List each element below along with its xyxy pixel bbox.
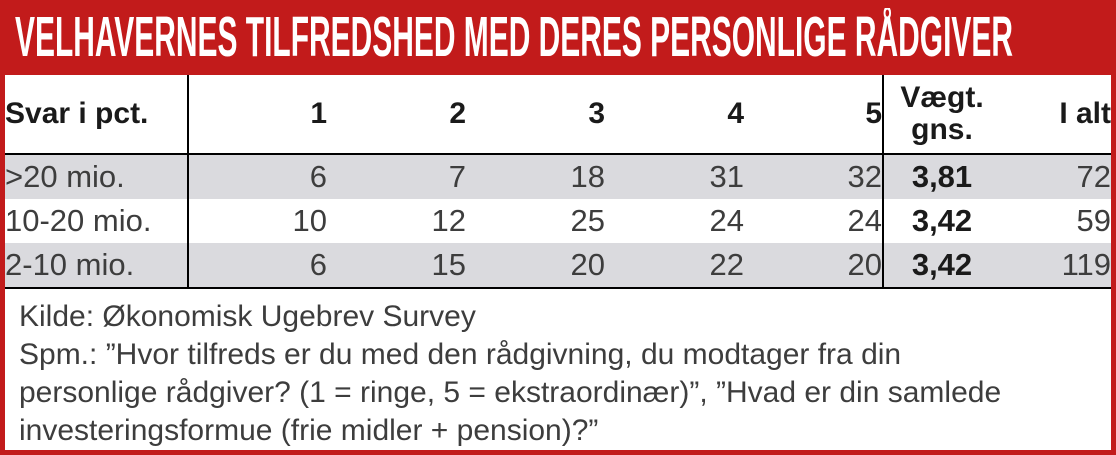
row-label: >20 mio.	[5, 154, 189, 199]
page-title: VELHAVERNES TILFREDSHED MED DERES PERSON…	[15, 8, 1013, 69]
table-row-10-20-mio: 10-20 mio. 10 12 25 24 24 3,42 59	[5, 199, 1111, 243]
question-line-1: Spm.: ”Hvor tilfreds er du med den rådgi…	[19, 338, 902, 371]
row-label: 2-10 mio.	[5, 243, 189, 289]
table-cell: 32	[744, 154, 884, 199]
row-label: 10-20 mio.	[5, 199, 189, 243]
col-header-vaegt-line1: Vægt.	[900, 81, 984, 114]
total-cell: 119	[1000, 243, 1111, 289]
col-header-2: 2	[327, 75, 466, 155]
weighted-average-cell: 3,81	[883, 154, 1000, 199]
title-banner-svg: VELHAVERNES TILFREDSHED MED DERES PERSON…	[15, 8, 1013, 69]
table-cell: 22	[605, 243, 744, 289]
question-line-2: personlige rådgiver? (1 = ringe, 5 = eks…	[19, 376, 1002, 409]
table-cell: 10	[292, 203, 327, 238]
table-cell: 12	[431, 203, 466, 238]
table-cell: 6	[188, 243, 327, 289]
col-header-svar-i-pct: Svar i pct.	[5, 75, 189, 155]
table-cell: 31	[605, 154, 744, 199]
weighted-average-cell: 3,42	[883, 243, 1000, 289]
weighted-average-cell: 3,42	[911, 203, 973, 238]
header-row: Svar i pct. 1 2 3 4 5 Vægt. gns. I alt	[5, 75, 1111, 155]
table-cell: 25	[570, 203, 605, 238]
table-row-2-10-mio: 2-10 mio. 6 15 20 22 20 3,42 119	[5, 243, 1111, 289]
satisfaction-table: Svar i pct. 1 2 3 4 5 Vægt. gns. I alt >…	[5, 75, 1111, 289]
col-header-vaegt-gns: Vægt. gns.	[883, 75, 1000, 155]
table-cell: 24	[744, 199, 884, 243]
table-cell: 24	[709, 203, 744, 238]
table-panel: Svar i pct. 1 2 3 4 5 Vægt. gns. I alt >…	[5, 75, 1111, 450]
table-cell: 18	[466, 154, 605, 199]
title-banner: VELHAVERNES TILFREDSHED MED DERES PERSON…	[5, 0, 1111, 75]
col-header-3: 3	[466, 75, 605, 155]
table-footnote: Kilde: Økonomisk Ugebrev Survey Spm.: ”H…	[5, 289, 1111, 450]
col-header-vaegt-line2: gns.	[911, 113, 973, 146]
col-header-1: 1	[188, 75, 327, 155]
col-header-4: 4	[605, 75, 744, 155]
table-cell: 20	[466, 243, 605, 289]
table-row-over-20-mio: >20 mio. 6 7 18 31 32 3,81 72	[5, 154, 1111, 199]
total-cell: 59	[1076, 203, 1111, 238]
table-cell: 20	[744, 243, 884, 289]
col-header-5: 5	[744, 75, 884, 155]
col-header-i-alt: I alt	[1000, 75, 1111, 155]
total-cell: 72	[1000, 154, 1111, 199]
question-line-3: investeringsformue (frie midler + pensio…	[19, 414, 599, 447]
table-cell: 6	[188, 154, 327, 199]
table-cell: 7	[327, 154, 466, 199]
table-cell: 15	[327, 243, 466, 289]
source-line: Kilde: Økonomisk Ugebrev Survey	[19, 300, 476, 333]
